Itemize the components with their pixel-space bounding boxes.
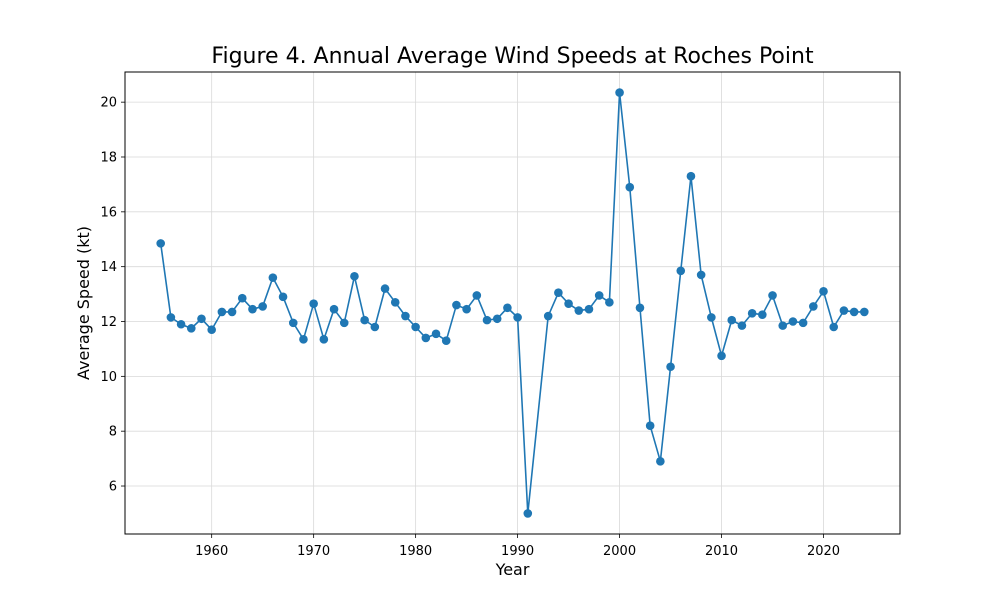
y-tick-label: 10 <box>100 370 117 385</box>
data-point <box>543 311 553 321</box>
data-point <box>819 287 828 296</box>
data-point <box>339 318 349 328</box>
x-axis-title: Year <box>495 560 530 579</box>
data-point <box>809 302 818 311</box>
data-point <box>370 322 380 332</box>
data-point <box>717 351 726 361</box>
data-point <box>758 310 767 319</box>
data-point <box>482 315 492 325</box>
grid-lines <box>125 72 900 534</box>
y-axis-ticks: 6 8 10 12 14 16 18 20 <box>100 96 125 495</box>
data-point <box>258 302 267 311</box>
data-point <box>217 307 227 317</box>
data-point <box>452 300 461 310</box>
data-point <box>431 329 441 339</box>
y-tick-label: 18 <box>100 150 117 165</box>
data-point <box>197 314 206 324</box>
data-point <box>492 314 502 324</box>
data-point <box>186 324 196 333</box>
data-point <box>156 239 165 248</box>
y-tick-label: 12 <box>100 315 117 330</box>
y-tick-label: 6 <box>109 480 117 495</box>
data-point <box>329 304 339 314</box>
data-point <box>625 182 635 192</box>
data-point <box>360 315 369 325</box>
data-point <box>594 291 604 300</box>
data-point <box>441 336 451 346</box>
data-point <box>176 319 186 329</box>
data-point <box>503 303 512 313</box>
data-point <box>798 318 808 328</box>
data-point <box>288 318 298 328</box>
data-point <box>645 421 655 430</box>
data-point <box>778 321 788 330</box>
data-point <box>401 311 410 321</box>
series-line <box>159 91 865 515</box>
y-tick-label: 8 <box>109 425 117 440</box>
data-point <box>309 299 318 308</box>
data-point <box>768 291 777 300</box>
data-point <box>237 293 247 303</box>
x-tick-label: 2000 <box>603 544 636 559</box>
data-point <box>584 304 594 314</box>
data-point <box>737 321 747 330</box>
x-axis-ticks: 1960 1970 1980 1990 2000 2010 2020 <box>195 534 840 559</box>
data-point <box>380 284 390 293</box>
data-point <box>676 266 686 276</box>
data-point <box>860 307 869 317</box>
data-point <box>523 509 533 518</box>
x-tick-label: 2020 <box>807 544 840 559</box>
x-tick-label: 2010 <box>705 544 738 559</box>
data-point <box>472 291 482 300</box>
data-point <box>849 307 859 317</box>
data-point <box>268 273 278 282</box>
data-point <box>462 304 471 314</box>
data-point <box>390 298 400 307</box>
data-point <box>248 304 257 314</box>
data-point <box>656 457 665 466</box>
data-series <box>156 88 869 518</box>
y-axis-title: Average Speed (kt) <box>74 226 93 380</box>
x-tick-label: 1980 <box>399 544 432 559</box>
data-point <box>707 313 716 322</box>
data-point <box>207 325 216 335</box>
data-point <box>564 299 573 308</box>
data-point <box>421 333 431 343</box>
data-point <box>350 271 359 281</box>
data-point <box>727 315 737 325</box>
data-point <box>788 317 798 326</box>
data-point <box>635 303 645 313</box>
data-point <box>747 308 757 318</box>
data-point <box>513 313 522 322</box>
y-tick-label: 20 <box>100 96 117 111</box>
data-point <box>299 335 308 344</box>
x-tick-label: 1970 <box>297 544 330 559</box>
data-point <box>615 88 624 97</box>
data-point <box>227 307 237 317</box>
data-point <box>411 322 420 332</box>
data-point <box>319 335 329 344</box>
data-point <box>554 288 563 298</box>
data-point <box>574 306 584 315</box>
plot-frame <box>124 71 901 535</box>
data-point <box>278 292 288 302</box>
chart-title: Figure 4. Annual Average Wind Speeds at … <box>211 44 814 69</box>
data-point <box>829 322 839 332</box>
x-tick-label: 1990 <box>501 544 534 559</box>
y-tick-label: 16 <box>100 205 117 220</box>
data-point <box>839 306 849 315</box>
data-point <box>686 171 696 181</box>
y-tick-label: 14 <box>100 260 117 275</box>
data-point <box>666 362 675 372</box>
data-point <box>605 298 614 307</box>
data-point <box>696 270 706 280</box>
x-tick-label: 1960 <box>195 544 228 559</box>
data-point <box>166 313 176 322</box>
